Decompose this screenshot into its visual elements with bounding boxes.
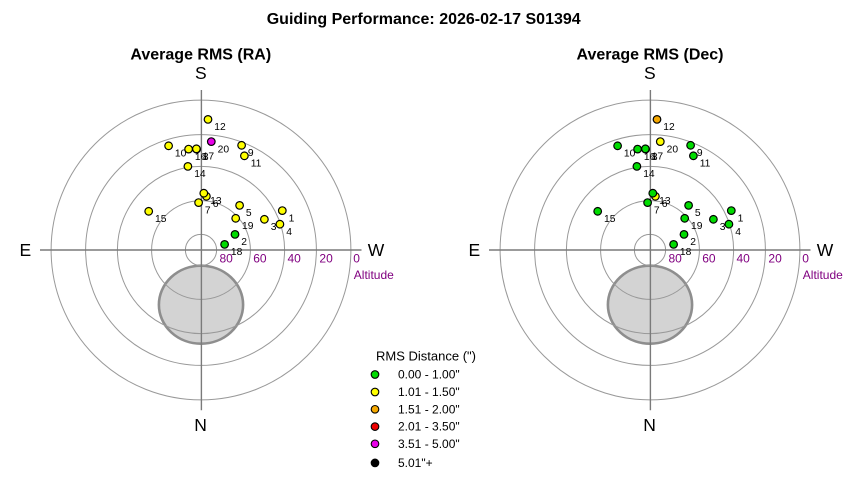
svg-text:15: 15 <box>155 214 167 225</box>
svg-text:11: 11 <box>700 159 711 170</box>
svg-text:10: 10 <box>624 149 636 160</box>
svg-text:8: 8 <box>652 152 658 163</box>
svg-text:13: 13 <box>210 196 222 207</box>
svg-text:1.51 - 2.00": 1.51 - 2.00" <box>398 402 460 416</box>
svg-text:E: E <box>19 240 31 260</box>
svg-text:80: 80 <box>220 251 234 265</box>
svg-text:0: 0 <box>802 251 809 265</box>
svg-text:1: 1 <box>289 213 295 224</box>
svg-text:13: 13 <box>659 196 671 207</box>
svg-text:40: 40 <box>288 251 302 265</box>
svg-text:15: 15 <box>604 214 616 225</box>
svg-text:18: 18 <box>680 247 692 258</box>
svg-text:60: 60 <box>253 251 267 265</box>
svg-text:RMS Distance ("): RMS Distance (") <box>376 349 476 364</box>
svg-text:20: 20 <box>667 144 679 155</box>
svg-text:18: 18 <box>231 247 243 258</box>
svg-text:Guiding Performance: 2026-02-1: Guiding Performance: 2026-02-17 S01394 <box>267 11 581 28</box>
svg-text:Average RMS (Dec): Average RMS (Dec) <box>576 46 723 63</box>
svg-text:20: 20 <box>768 251 782 265</box>
svg-text:16: 16 <box>195 152 207 163</box>
svg-text:17: 17 <box>203 152 215 163</box>
svg-text:3: 3 <box>271 222 277 233</box>
svg-text:12: 12 <box>214 122 226 133</box>
svg-text:14: 14 <box>643 169 655 180</box>
svg-text:1.01 - 1.50": 1.01 - 1.50" <box>398 385 460 399</box>
svg-text:20: 20 <box>218 144 230 155</box>
svg-text:S: S <box>644 63 656 83</box>
svg-text:14: 14 <box>194 169 206 180</box>
svg-text:4: 4 <box>735 227 741 238</box>
svg-text:3.51 - 5.00": 3.51 - 5.00" <box>398 437 460 451</box>
svg-text:2: 2 <box>690 237 696 248</box>
svg-text:16: 16 <box>644 152 656 163</box>
svg-text:5: 5 <box>246 208 252 219</box>
svg-text:40: 40 <box>737 251 751 265</box>
svg-text:0.00 - 1.00": 0.00 - 1.00" <box>398 368 460 382</box>
svg-text:12: 12 <box>663 122 675 133</box>
svg-text:2.01 - 3.50": 2.01 - 3.50" <box>398 420 460 434</box>
svg-text:5: 5 <box>695 208 701 219</box>
svg-text:Altitude: Altitude <box>354 268 394 282</box>
svg-text:3: 3 <box>720 222 726 233</box>
svg-text:17: 17 <box>652 152 664 163</box>
svg-text:11: 11 <box>251 159 262 170</box>
svg-text:W: W <box>817 240 834 260</box>
svg-text:S: S <box>195 63 207 83</box>
svg-text:6: 6 <box>662 199 668 210</box>
svg-text:7: 7 <box>654 205 660 216</box>
svg-text:E: E <box>468 240 480 260</box>
svg-text:60: 60 <box>702 251 716 265</box>
svg-text:9: 9 <box>697 148 703 159</box>
svg-text:7: 7 <box>205 205 211 216</box>
svg-text:19: 19 <box>691 221 703 232</box>
svg-text:0: 0 <box>353 251 360 265</box>
svg-text:4: 4 <box>286 227 292 238</box>
svg-text:Average RMS (RA): Average RMS (RA) <box>130 46 271 63</box>
svg-text:8: 8 <box>203 152 209 163</box>
svg-text:1: 1 <box>738 213 744 224</box>
svg-text:W: W <box>368 240 385 260</box>
svg-text:6: 6 <box>213 199 219 210</box>
svg-text:20: 20 <box>319 251 333 265</box>
svg-text:10: 10 <box>175 149 187 160</box>
svg-text:N: N <box>194 415 207 435</box>
svg-text:Altitude: Altitude <box>803 268 843 282</box>
svg-text:9: 9 <box>248 148 254 159</box>
svg-text:2: 2 <box>241 237 247 248</box>
svg-text:N: N <box>643 415 656 435</box>
svg-text:19: 19 <box>242 221 254 232</box>
svg-text:80: 80 <box>669 251 683 265</box>
svg-text:5.01"+: 5.01"+ <box>398 456 433 470</box>
